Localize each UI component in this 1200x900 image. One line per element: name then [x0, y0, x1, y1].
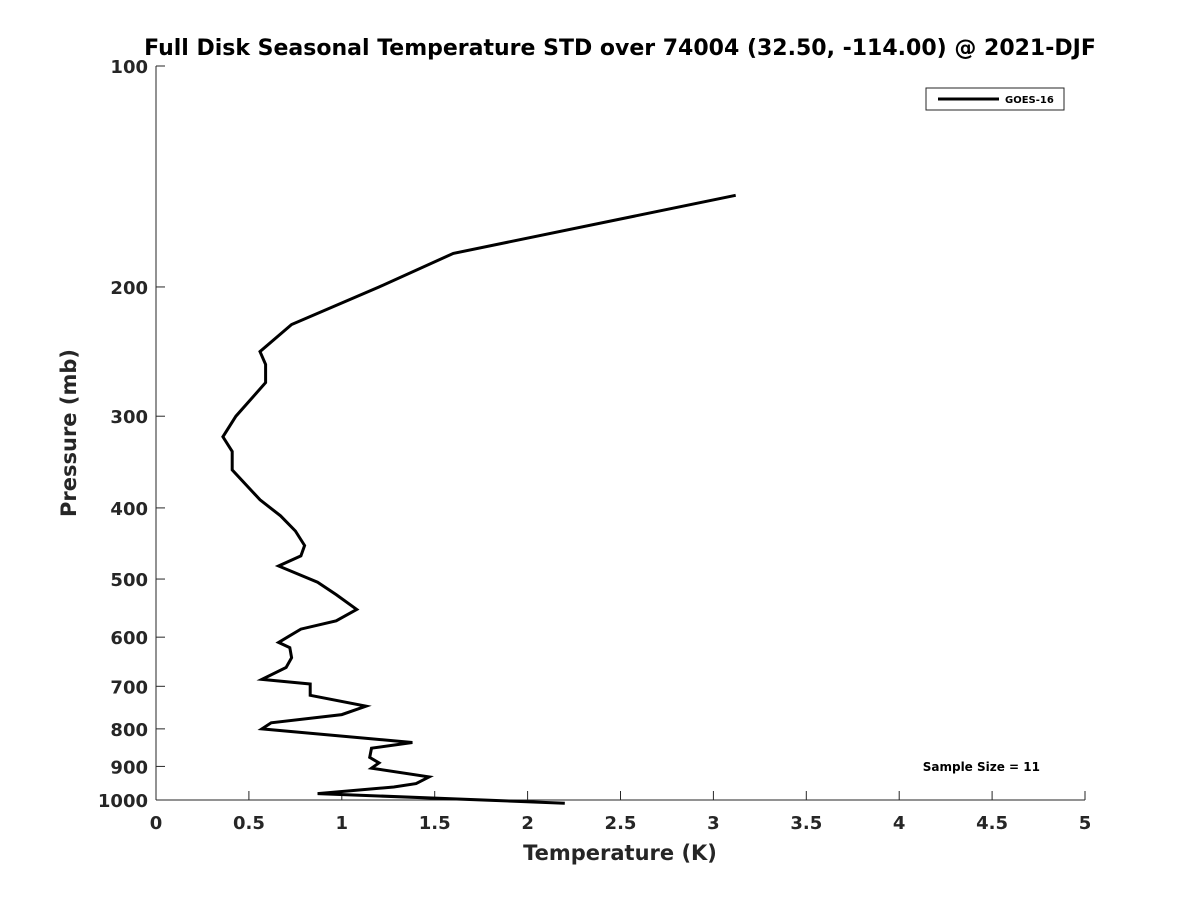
chart-title: Full Disk Seasonal Temperature STD over … — [144, 36, 1096, 61]
y-tick-label: 100 — [110, 57, 148, 78]
x-tick-label: 0 — [150, 813, 163, 834]
x-tick-label: 3 — [707, 813, 720, 834]
x-tick-label: 0.5 — [233, 813, 265, 834]
series-line-goes-16 — [221, 193, 737, 805]
series-group — [221, 193, 737, 805]
sample-size-annotation: Sample Size = 11 — [923, 760, 1040, 774]
y-tick-label: 500 — [110, 570, 148, 591]
x-tick-label: 3.5 — [790, 813, 822, 834]
y-tick-label: 700 — [110, 677, 148, 698]
x-axis-title: Temperature (K) — [523, 841, 717, 865]
y-tick-label: 300 — [110, 407, 148, 428]
x-tick-label: 2 — [521, 813, 534, 834]
y-tick-label: 400 — [110, 499, 148, 520]
x-tick-label: 1 — [336, 813, 349, 834]
legend: GOES-16 — [925, 87, 1065, 111]
y-tick-label: 1000 — [98, 791, 148, 812]
y-tick-label: 600 — [110, 628, 148, 649]
x-ticks: 0 0.5 1 1.5 2 2.5 3 3.5 4 4.5 5 — [150, 791, 1092, 834]
legend-label-goes-16: GOES-16 — [1005, 95, 1054, 106]
x-tick-label: 5 — [1079, 813, 1092, 834]
x-tick-label: 4.5 — [976, 813, 1008, 834]
x-tick-label: 2.5 — [605, 813, 637, 834]
y-axis-title: Pressure (mb) — [57, 349, 81, 517]
y-tick-label: 200 — [110, 278, 148, 299]
x-tick-label: 4 — [893, 813, 906, 834]
y-ticks: 100 200 300 400 500 600 700 800 900 1000 — [98, 57, 165, 812]
y-tick-label: 900 — [110, 757, 148, 778]
y-tick-label: 800 — [110, 720, 148, 741]
x-tick-label: 1.5 — [419, 813, 451, 834]
